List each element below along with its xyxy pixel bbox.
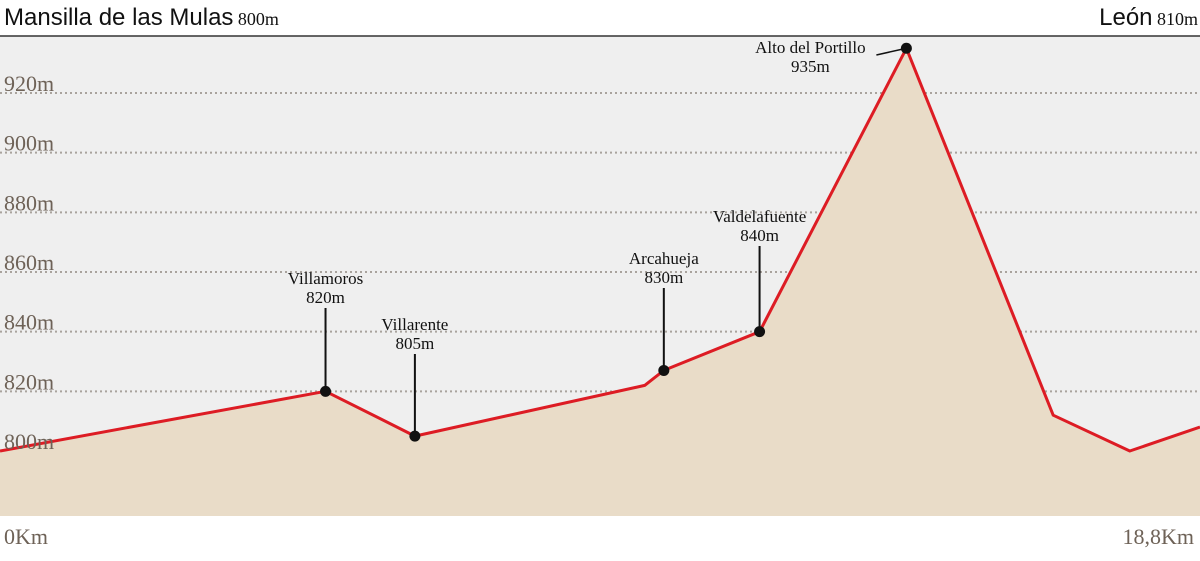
waypoint-marker	[658, 364, 670, 376]
waypoint-altitude: 830m	[644, 268, 683, 287]
start-location-altitude: 800m	[237, 9, 279, 29]
elevation-line	[0, 46, 1200, 453]
waypoint-name: Villarente	[381, 315, 448, 334]
y-tick-label: 840m	[4, 310, 54, 335]
y-axis-ticks: 800m 820m 840m 860m 880m 900m 920m	[4, 71, 54, 454]
y-tick-label: 900m	[4, 131, 54, 156]
waypoint-marker	[320, 385, 332, 397]
waypoint-altitude: 820m	[306, 288, 345, 307]
waypoint-altitude: 840m	[740, 226, 779, 245]
waypoint-name: Valdelafuente	[713, 207, 806, 226]
end-location: León 810m	[1099, 4, 1198, 32]
waypoint-altitude: 805m	[396, 334, 435, 353]
y-tick-label: 860m	[4, 250, 54, 275]
waypoint-name: Villamoros	[288, 269, 363, 288]
waypoint-altitude: 935m	[791, 57, 830, 76]
x-axis-ticks: 0Km 18,8Km	[4, 524, 1194, 549]
start-location-name: Mansilla de las Mulas	[4, 4, 234, 31]
y-tick-label: 800m	[4, 429, 54, 454]
end-location-name: León	[1099, 4, 1153, 31]
waypoint-name: Alto del Portillo	[755, 38, 866, 57]
x-tick-label: 18,8Km	[1123, 524, 1195, 549]
elevation-area	[0, 48, 1200, 517]
x-tick-label: 0Km	[4, 524, 48, 549]
waypoint-marker	[754, 326, 766, 338]
waypoint-markers	[320, 42, 912, 442]
waypoint-marker	[900, 42, 912, 54]
y-tick-label: 920m	[4, 71, 54, 96]
waypoint-name: Arcahueja	[629, 249, 699, 268]
y-tick-label: 880m	[4, 190, 54, 215]
start-location: Mansilla de las Mulas 800m	[4, 4, 279, 32]
end-location-altitude: 810m	[1156, 9, 1198, 29]
y-tick-label: 820m	[4, 369, 54, 394]
waypoint-marker	[409, 430, 421, 442]
